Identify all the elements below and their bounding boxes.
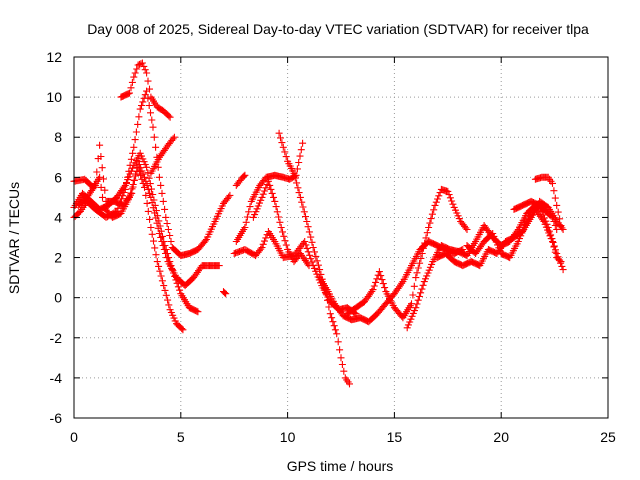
y-tick-label: 8 xyxy=(54,129,62,145)
y-tick-label: 10 xyxy=(46,89,62,105)
y-axis-label: SDTVAR / TECUs xyxy=(6,182,22,294)
y-tick-label: 12 xyxy=(46,49,62,65)
series-markers xyxy=(117,59,174,121)
series-track-10 xyxy=(232,139,307,245)
series-track-11 xyxy=(249,177,313,270)
y-tick-label: 6 xyxy=(54,169,62,185)
series-markers xyxy=(232,171,249,189)
series-markers xyxy=(147,133,178,177)
series-track-4 xyxy=(74,141,223,290)
series-markers xyxy=(316,238,467,326)
series-track-6 xyxy=(147,133,178,177)
series-track-7 xyxy=(220,288,230,298)
x-tick-label: 15 xyxy=(387,429,403,445)
y-tick-label: 4 xyxy=(54,209,62,225)
y-tick-label: -2 xyxy=(50,330,63,346)
x-tick-label: 20 xyxy=(493,429,509,445)
series-markers xyxy=(249,177,313,270)
series-track-19 xyxy=(510,197,567,274)
x-tick-label: 0 xyxy=(70,429,78,445)
series-track-17 xyxy=(463,205,565,266)
plot-frame xyxy=(73,56,609,419)
series-track-5 xyxy=(117,59,174,121)
series-markers xyxy=(74,141,223,290)
x-axis-label: GPS time / hours xyxy=(287,458,394,474)
series-track-14 xyxy=(343,185,471,322)
series-markers xyxy=(220,288,230,298)
x-tick-label: 5 xyxy=(177,429,185,445)
series-markers xyxy=(232,139,307,245)
series-markers xyxy=(463,205,565,266)
series-markers xyxy=(510,197,567,274)
y-tick-label: -6 xyxy=(50,410,63,426)
series-markers xyxy=(343,185,471,322)
y-tick-label: -4 xyxy=(50,370,63,386)
series-markers xyxy=(531,173,565,229)
series-track-13 xyxy=(316,238,467,326)
x-tick-label: 10 xyxy=(280,429,296,445)
series-track-18 xyxy=(531,173,565,229)
series-track-8 xyxy=(232,171,249,189)
y-tick-label: 0 xyxy=(54,290,62,306)
x-tick-label: 25 xyxy=(600,429,616,445)
chart-title: Day 008 of 2025, Sidereal Day-to-day VTE… xyxy=(87,21,589,37)
y-tick-label: 2 xyxy=(54,250,62,266)
